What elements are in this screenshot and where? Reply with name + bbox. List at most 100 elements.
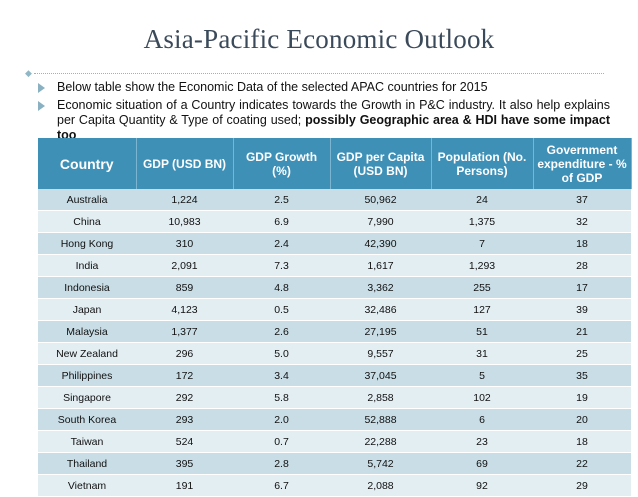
- bullet-text-2: Economic situation of a Country indicate…: [57, 98, 610, 143]
- table-cell: 21: [533, 320, 631, 343]
- table-cell: 19: [533, 386, 631, 409]
- title-divider: [34, 73, 604, 74]
- table-cell: 32,486: [330, 298, 431, 321]
- table-cell: 3,362: [330, 276, 431, 299]
- table-cell: Malaysia: [38, 320, 136, 343]
- table-row: Singapore 292 5.8 2,858 102 19: [38, 386, 631, 409]
- table-cell: 22,288: [330, 430, 431, 453]
- table-cell: 35: [533, 364, 631, 387]
- table-cell: 1,224: [136, 189, 233, 211]
- table-row: New Zealand 296 5.0 9,557 31 25: [38, 342, 631, 365]
- table-cell: 4,123: [136, 298, 233, 321]
- table-cell: 127: [431, 298, 533, 321]
- table-cell: 17: [533, 276, 631, 299]
- table-cell: 6: [431, 408, 533, 431]
- table-cell: 296: [136, 342, 233, 365]
- table-cell: 39: [533, 298, 631, 321]
- table-cell: 2.5: [233, 189, 330, 211]
- table-cell: 7: [431, 232, 533, 255]
- bullet-text-2-main: Economic situation of a Country indicate…: [57, 98, 610, 127]
- table-cell: 859: [136, 276, 233, 299]
- table-cell: Indonesia: [38, 276, 136, 299]
- table-cell: 92: [431, 474, 533, 497]
- table-row: Indonesia 859 4.8 3,362 255 17: [38, 276, 631, 299]
- table-cell: Australia: [38, 189, 136, 211]
- table-cell: 2.8: [233, 452, 330, 475]
- table-cell: Singapore: [38, 386, 136, 409]
- table-cell: 172: [136, 364, 233, 387]
- table-cell: 50,962: [330, 189, 431, 211]
- bullet-arrow-icon: [38, 83, 45, 93]
- table-header-row: Country GDP (USD BN) GDP Growth (%) GDP …: [38, 138, 632, 189]
- table-cell: Taiwan: [38, 430, 136, 453]
- table-cell: 395: [136, 452, 233, 475]
- divider-end-marker: ◆: [25, 68, 32, 78]
- bullet-item-2: Economic situation of a Country indicate…: [38, 98, 610, 143]
- table-cell: 69: [431, 452, 533, 475]
- table-cell: 32: [533, 210, 631, 233]
- table-cell: China: [38, 210, 136, 233]
- table-row: Vietnam 191 6.7 2,088 92 29: [38, 474, 631, 497]
- table-cell: 3.4: [233, 364, 330, 387]
- table-row: Taiwan 524 0.7 22,288 23 18: [38, 430, 631, 453]
- table-row: Australia 1,224 2.5 50,962 24 37: [38, 189, 631, 211]
- table-row: South Korea 293 2.0 52,888 6 20: [38, 408, 631, 431]
- table-cell: 5.8: [233, 386, 330, 409]
- column-header-country: Country: [38, 138, 137, 189]
- table-cell: 5: [431, 364, 533, 387]
- table-cell: Hong Kong: [38, 232, 136, 255]
- table-cell: 255: [431, 276, 533, 299]
- table-cell: 29: [533, 474, 631, 497]
- table-cell: 5,742: [330, 452, 431, 475]
- column-header-gdp-growth: GDP Growth (%): [233, 138, 331, 189]
- table-cell: 0.5: [233, 298, 330, 321]
- table-cell: 2,088: [330, 474, 431, 497]
- table-cell: Philippines: [38, 364, 136, 387]
- table-cell: 310: [136, 232, 233, 255]
- table-cell: 22: [533, 452, 631, 475]
- table-cell: 10,983: [136, 210, 233, 233]
- page-title: Asia-Pacific Economic Outlook: [143, 24, 495, 54]
- table-cell: South Korea: [38, 408, 136, 431]
- table-cell: 51: [431, 320, 533, 343]
- table-cell: New Zealand: [38, 342, 136, 365]
- table-cell: 2,858: [330, 386, 431, 409]
- table-cell: 2.4: [233, 232, 330, 255]
- column-header-government-expenditure: Government expenditure - % of GDP: [533, 138, 632, 189]
- table-row: Thailand 395 2.8 5,742 69 22: [38, 452, 631, 475]
- table-cell: 31: [431, 342, 533, 365]
- table-cell: 102: [431, 386, 533, 409]
- column-header-gdp-per-capita: GDP per Capita (USD BN): [330, 138, 432, 189]
- table-body: Australia 1,224 2.5 50,962 24 37 China 10,983 6.…: [38, 189, 631, 497]
- table-cell: Thailand: [38, 452, 136, 475]
- table-cell: 24: [431, 189, 533, 211]
- table-cell: 293: [136, 408, 233, 431]
- table-cell: 292: [136, 386, 233, 409]
- bullet-item-1: Below table show the Economic Data of th…: [38, 80, 610, 95]
- table-cell: 25: [533, 342, 631, 365]
- table-cell: 37,045: [330, 364, 431, 387]
- column-header-gdp: GDP (USD BN): [136, 138, 234, 189]
- table-row: Japan 4,123 0.5 32,486 127 39: [38, 298, 631, 321]
- table-cell: 18: [533, 232, 631, 255]
- table-cell: 0.7: [233, 430, 330, 453]
- table-cell: 2.0: [233, 408, 330, 431]
- table-cell: 2,091: [136, 254, 233, 277]
- table-cell: 1,617: [330, 254, 431, 277]
- economic-data-table: Country GDP (USD BN) GDP Growth (%) GDP …: [38, 138, 632, 497]
- table-cell: 42,390: [330, 232, 431, 255]
- table-cell: 52,888: [330, 408, 431, 431]
- table-cell: 1,293: [431, 254, 533, 277]
- table-cell: 5.0: [233, 342, 330, 365]
- table-cell: 1,377: [136, 320, 233, 343]
- bullet-list: Below table show the Economic Data of th…: [38, 80, 610, 146]
- table-cell: India: [38, 254, 136, 277]
- table-row: India 2,091 7.3 1,617 1,293 28: [38, 254, 631, 277]
- table-cell: Japan: [38, 298, 136, 321]
- table-row: Malaysia 1,377 2.6 27,195 51 21: [38, 320, 631, 343]
- bullet-text-1: Below table show the Economic Data of th…: [57, 80, 488, 94]
- table-cell: 1,375: [431, 210, 533, 233]
- table-cell: 37: [533, 189, 631, 211]
- table-cell: 191: [136, 474, 233, 497]
- table-row: Hong Kong 310 2.4 42,390 7 18: [38, 232, 631, 255]
